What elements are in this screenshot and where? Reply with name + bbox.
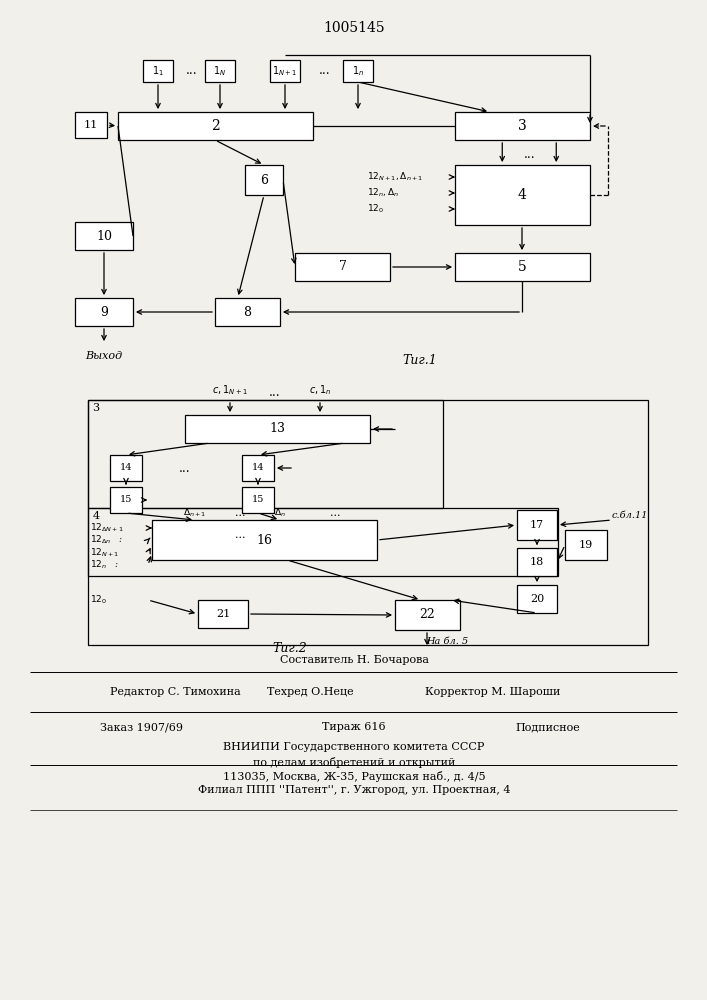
Text: Техред О.Неце: Техред О.Неце (267, 687, 354, 697)
Text: с.бл.11: с.бл.11 (612, 512, 648, 520)
Text: $\Delta_n$: $\Delta_n$ (274, 507, 286, 519)
Bar (242, 487, 274, 513)
Text: $\Delta_{n+1}$: $\Delta_{n+1}$ (183, 507, 206, 519)
Bar (270, 60, 300, 82)
Text: 5: 5 (518, 260, 527, 274)
Text: 4: 4 (93, 511, 100, 521)
Text: 14: 14 (252, 464, 264, 473)
Text: 15: 15 (252, 495, 264, 504)
Text: 11: 11 (84, 120, 98, 130)
Bar (88, 400, 648, 645)
Text: Заказ 1907/69: Заказ 1907/69 (100, 722, 183, 732)
Text: ...: ... (179, 462, 191, 475)
Text: 17: 17 (530, 520, 544, 530)
Text: Корректор М. Шароши: Корректор М. Шароши (425, 687, 560, 697)
Bar (245, 165, 283, 195)
Text: Филиал ППП ''Патент'', г. Ужгород, ул. Проектная, 4: Филиал ППП ''Патент'', г. Ужгород, ул. П… (198, 785, 510, 795)
Text: $12_{\Delta n}$   :: $12_{\Delta n}$ : (90, 534, 123, 546)
Bar (185, 415, 370, 443)
Bar (565, 530, 607, 560)
Text: На бл. 5: На бл. 5 (426, 638, 468, 647)
Bar (455, 165, 590, 225)
Text: 15: 15 (119, 495, 132, 504)
Text: $1_n$: $1_n$ (352, 64, 364, 78)
Text: 8: 8 (243, 306, 252, 318)
Text: Тираж 616: Тираж 616 (322, 722, 386, 732)
Text: Составитель Н. Бочарова: Составитель Н. Бочарова (279, 655, 428, 665)
Text: ...: ... (235, 508, 245, 518)
Text: 7: 7 (339, 260, 346, 273)
Text: $12_{N+1}$: $12_{N+1}$ (90, 547, 119, 559)
Bar (242, 455, 274, 481)
Text: Подписное: Подписное (515, 722, 580, 732)
Text: 13: 13 (269, 422, 286, 436)
Bar (517, 510, 557, 540)
Text: $12_{N+1}, \Delta_{n+1}$: $12_{N+1}, \Delta_{n+1}$ (367, 171, 423, 183)
Text: $c, 1_{N+1}$: $c, 1_{N+1}$ (212, 383, 248, 397)
Bar (75, 112, 107, 138)
Bar (517, 585, 557, 613)
Text: $12_0$: $12_0$ (367, 203, 384, 215)
Text: 21: 21 (216, 609, 230, 619)
Text: ...: ... (523, 148, 535, 161)
Bar (88, 400, 443, 508)
Bar (198, 600, 248, 628)
Bar (75, 298, 133, 326)
Text: ...: ... (329, 508, 340, 518)
Bar (395, 600, 460, 630)
Text: ВНИИПИ Государственного комитета СССР: ВНИИПИ Государственного комитета СССР (223, 742, 485, 752)
Text: 10: 10 (96, 230, 112, 242)
Text: ...: ... (319, 64, 331, 78)
Text: 22: 22 (420, 608, 436, 621)
Text: Τиг.1: Τиг.1 (402, 354, 438, 366)
Bar (205, 60, 235, 82)
Text: ...: ... (269, 385, 281, 398)
Text: $c, 1_n$: $c, 1_n$ (309, 383, 332, 397)
Text: $12_{\Delta N+1}$: $12_{\Delta N+1}$ (90, 522, 124, 534)
Text: 19: 19 (579, 540, 593, 550)
Text: 3: 3 (518, 119, 527, 133)
Bar (110, 487, 142, 513)
Text: ...: ... (235, 530, 245, 540)
Bar (343, 60, 373, 82)
Bar (110, 455, 142, 481)
Bar (88, 508, 558, 576)
Text: 16: 16 (257, 534, 272, 546)
Bar (152, 520, 377, 560)
Bar (118, 112, 313, 140)
Bar (455, 253, 590, 281)
Text: $1_N$: $1_N$ (214, 64, 226, 78)
Text: 4: 4 (518, 188, 527, 202)
Text: $1_{N+1}$: $1_{N+1}$ (272, 64, 298, 78)
Bar (517, 548, 557, 576)
Text: Редактор С. Тимохина: Редактор С. Тимохина (110, 687, 241, 697)
Text: ...: ... (186, 64, 198, 78)
Text: $1_1$: $1_1$ (152, 64, 164, 78)
Bar (295, 253, 390, 281)
Text: 18: 18 (530, 557, 544, 567)
Text: 14: 14 (119, 464, 132, 473)
Text: 9: 9 (100, 306, 108, 318)
Text: $12_n$   :: $12_n$ : (90, 559, 119, 571)
Text: по делам изобретений и открытий: по делам изобретений и открытий (253, 756, 455, 768)
Text: 20: 20 (530, 594, 544, 604)
Text: 2: 2 (211, 119, 220, 133)
Text: 1005145: 1005145 (323, 21, 385, 35)
Text: 6: 6 (260, 174, 268, 186)
Text: $12_n, \Delta_n$: $12_n, \Delta_n$ (367, 187, 399, 199)
Bar (75, 222, 133, 250)
Bar (215, 298, 280, 326)
Text: Выход: Выход (86, 351, 122, 361)
Text: 113035, Москва, Ж-35, Раушская наб., д. 4/5: 113035, Москва, Ж-35, Раушская наб., д. … (223, 772, 485, 782)
Text: 3: 3 (93, 403, 100, 413)
Bar (143, 60, 173, 82)
Bar (455, 112, 590, 140)
Text: $12_0$: $12_0$ (90, 594, 107, 606)
Text: Τиг.2: Τиг.2 (273, 642, 308, 654)
